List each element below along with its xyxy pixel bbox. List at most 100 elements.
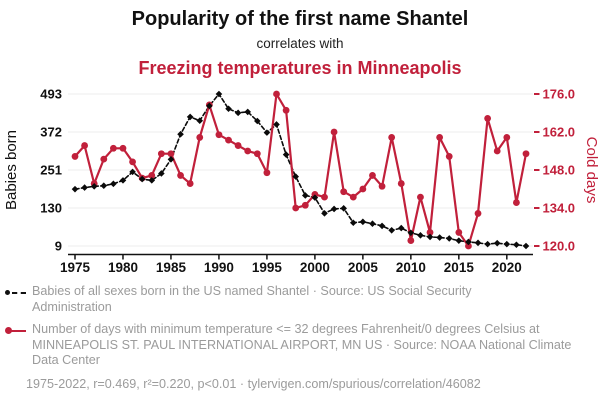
cold-days-data-point: [378, 182, 386, 190]
cold-days-data-point: [397, 180, 405, 187]
cold-days-data-point: [301, 201, 309, 209]
chart-canvas: 9 130 251 372 493 120.0 134.0 148.0 162.0 176.0 19…: [3, 87, 600, 276]
babies-data-point: [522, 242, 530, 250]
footer-link[interactable]: tylervigen.com/spurious/correlation/4608…: [247, 376, 481, 391]
cold-days-data-point: [359, 185, 367, 193]
babies-data-point: [321, 210, 328, 217]
correlate-title: Freezing temperatures in Minneapolis: [138, 58, 462, 78]
left-axis-tick-label: 493: [40, 87, 62, 102]
babies-data-point: [138, 175, 146, 183]
cold-days-data-point: [129, 158, 136, 166]
cold-days-data-point: [215, 131, 223, 139]
x-axis-tick-label: 2005: [348, 260, 379, 275]
babies-data-point: [110, 180, 117, 188]
babies-data-point: [167, 156, 175, 163]
left-axis-tick-label: 251: [40, 163, 62, 178]
cold-days-data-point: [186, 180, 194, 187]
babies-data-point: [503, 240, 511, 248]
left-axis-tick-label: 130: [40, 201, 62, 216]
cold-days-data-point: [503, 134, 511, 141]
right-axis-tick-label: 148.0: [543, 163, 576, 178]
babies-data-point: [455, 237, 463, 244]
babies-data-point: [100, 182, 108, 190]
x-axis-tick-label: 1995: [252, 260, 283, 275]
babies-data-point: [445, 235, 453, 242]
cold-days-data-point: [109, 144, 117, 152]
babies-data-point: [378, 222, 386, 230]
x-axis-tick-label: 1975: [60, 260, 91, 275]
x-axis-tick-label: 2010: [396, 260, 426, 275]
cold-days-data-point: [253, 150, 261, 158]
cold-days-data-point: [81, 142, 88, 149]
babies-data-point: [215, 90, 223, 98]
cold-days-data-point: [273, 90, 280, 98]
x-axis-tick-label: 1990: [204, 260, 234, 275]
x-axis-tick-label: 2000: [300, 260, 330, 275]
chart-area: 9 130 251 372 493 120.0 134.0 148.0 162.0 176.0 19…: [0, 80, 600, 278]
x-axis-tick-label: 1980: [108, 260, 138, 275]
black-dashed-series-icon: [5, 286, 26, 299]
babies-data-point: [254, 117, 261, 125]
correlates-with-label: correlates with: [256, 36, 344, 51]
babies-data-point: [417, 232, 424, 239]
cold-days-data-point: [407, 237, 415, 244]
babies-data-point: [301, 192, 309, 199]
cold-days-data-point: [369, 172, 376, 179]
babies-data-point: [81, 184, 88, 191]
cold-days-data-point: [513, 199, 520, 206]
cold-days-data-point: [330, 128, 338, 136]
footer: 1975-2022, r=0.469, r²=0.220, p<0.01 · t…: [26, 377, 586, 393]
cold-days-data-point: [71, 153, 79, 160]
cold-days-data-point: [445, 153, 453, 160]
left-axis-tick-label: 372: [40, 125, 62, 140]
x-axis-tick-label: 2015: [444, 260, 475, 275]
cold-days-data-point: [148, 172, 156, 179]
cold-days-data-point: [167, 150, 175, 158]
cold-days-data-point: [417, 193, 424, 201]
legend-item-babies: Babies of all sexes born in the US named…: [5, 284, 586, 315]
legend-label-babies: Babies of all sexes born in the US named…: [32, 284, 472, 314]
x-axis-tick-label: 1985: [156, 260, 187, 275]
right-axis-title: Cold days: [583, 137, 600, 204]
cold-days-data-point: [234, 142, 242, 149]
cold-days-data-point: [263, 169, 271, 177]
legend-item-cold-days: Number of days with minimum temperature …: [5, 322, 586, 369]
cold-days-data-point: [244, 147, 252, 155]
page-title: Popularity of the first name Shantel: [131, 8, 469, 30]
babies-data-point: [359, 218, 367, 226]
babies-data-point: [493, 239, 501, 247]
babies-data-point: [263, 129, 271, 136]
chart-header: Popularity of the first name Shantel cor…: [0, 0, 600, 80]
cold-days-data-point: [349, 193, 357, 201]
babies-data-point: [340, 205, 347, 212]
cold-days-data-point: [292, 204, 300, 212]
footer-stats: 1975-2022, r=0.469, r²=0.220, p<0.01: [26, 376, 237, 391]
babies-data-point: [71, 185, 79, 193]
cold-days-data-point: [100, 155, 108, 163]
cold-days-data-point: [321, 193, 328, 201]
babies-data-point: [397, 224, 405, 232]
right-axis-tick-label: 120.0: [543, 239, 576, 254]
babies-data-point: [388, 226, 395, 234]
cold-days-data-point: [157, 150, 165, 158]
cold-days-data-point: [455, 229, 463, 236]
babies-data-point: [206, 102, 213, 110]
babies-data-point: [407, 229, 415, 237]
babies-data-point: [465, 238, 472, 246]
left-axis-tick-label: 9: [55, 239, 62, 254]
cold-days-data-point: [282, 106, 290, 114]
babies-data-point: [234, 109, 242, 117]
right-axis-tick-label: 134.0: [543, 201, 576, 216]
babies-data-point: [513, 241, 520, 249]
babies-data-point: [330, 205, 338, 213]
cold-days-data-point: [465, 242, 472, 250]
babies-data-point: [186, 113, 194, 121]
babies-data-point: [436, 234, 443, 241]
cold-days-data-point: [474, 210, 482, 217]
babies-data-point: [244, 108, 252, 116]
cold-days-data-point: [522, 150, 530, 158]
x-axis-tick-label: 2020: [492, 260, 522, 275]
right-axis-tick-label: 162.0: [543, 125, 576, 140]
babies-data-point: [484, 240, 491, 248]
